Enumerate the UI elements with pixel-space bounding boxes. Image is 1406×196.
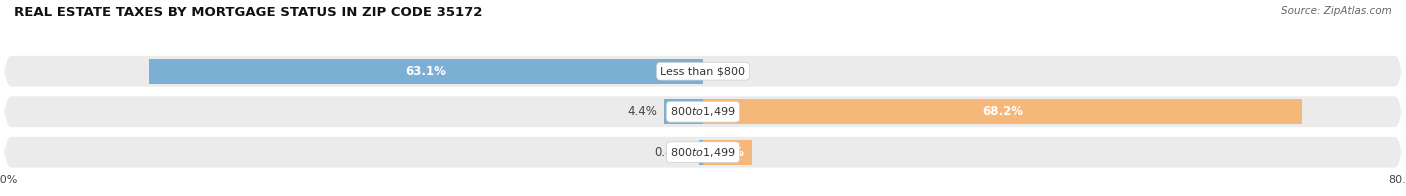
FancyBboxPatch shape — [4, 95, 1402, 129]
Bar — [703, 140, 752, 165]
Text: $800 to $1,499: $800 to $1,499 — [671, 105, 735, 118]
Bar — [703, 99, 1302, 124]
Text: Less than $800: Less than $800 — [661, 66, 745, 76]
FancyBboxPatch shape — [4, 135, 1402, 169]
Text: 68.2%: 68.2% — [983, 105, 1024, 118]
Text: $800 to $1,499: $800 to $1,499 — [671, 146, 735, 159]
Text: 4.4%: 4.4% — [627, 105, 657, 118]
Text: REAL ESTATE TAXES BY MORTGAGE STATUS IN ZIP CODE 35172: REAL ESTATE TAXES BY MORTGAGE STATUS IN … — [14, 6, 482, 19]
Text: 5.6%: 5.6% — [711, 146, 744, 159]
Text: Source: ZipAtlas.com: Source: ZipAtlas.com — [1281, 6, 1392, 16]
Bar — [665, 99, 703, 124]
FancyBboxPatch shape — [4, 54, 1402, 88]
Bar — [699, 140, 703, 165]
Bar — [149, 59, 703, 84]
Text: 63.1%: 63.1% — [405, 65, 446, 78]
Text: 0.46%: 0.46% — [655, 146, 692, 159]
Text: 0.0%: 0.0% — [716, 65, 745, 78]
